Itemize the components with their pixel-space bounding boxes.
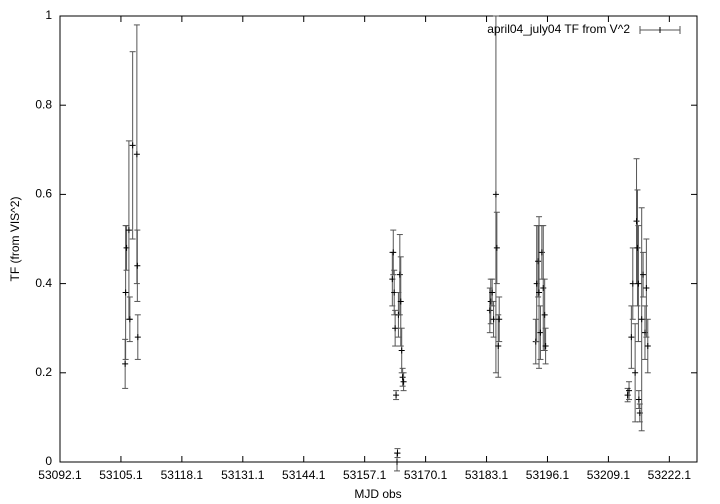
point: [399, 374, 406, 381]
point: [133, 151, 140, 158]
point: [129, 142, 136, 149]
point: [626, 387, 633, 394]
point: [638, 316, 645, 323]
point: [134, 334, 141, 341]
point: [496, 316, 503, 323]
point: [495, 343, 502, 350]
x-axis-label: MJD obs: [354, 487, 401, 501]
y-axis-label: TF (from VIS^2): [8, 197, 22, 282]
point: [393, 392, 400, 399]
point: [537, 329, 544, 336]
point: [398, 347, 405, 354]
point: [397, 298, 404, 305]
x-tick-label: 53144.1: [282, 468, 326, 482]
y-tick-label: 0: [45, 454, 52, 468]
point: [486, 307, 493, 314]
point: [126, 316, 133, 323]
y-tick-label: 0.8: [35, 97, 52, 111]
point: [624, 392, 631, 399]
point: [538, 249, 545, 256]
point: [489, 289, 496, 296]
y-tick-label: 1: [45, 8, 52, 22]
point: [122, 360, 129, 367]
point: [632, 369, 639, 376]
point: [492, 191, 499, 198]
x-tick-label: 53092.1: [38, 468, 82, 482]
point: [644, 343, 651, 350]
point: [541, 311, 548, 318]
point: [390, 249, 397, 256]
point: [125, 227, 132, 234]
x-tick-label: 53222.1: [648, 468, 692, 482]
x-tick-label: 53157.1: [343, 468, 387, 482]
x-tick-label: 53131.1: [221, 468, 265, 482]
point: [400, 378, 407, 385]
x-tick-label: 53196.1: [526, 468, 570, 482]
point: [396, 271, 403, 278]
point: [134, 262, 141, 269]
legend-label: april04_july04 TF from V^2: [487, 22, 630, 36]
point: [542, 343, 549, 350]
point: [493, 244, 500, 251]
y-tick-label: 0.4: [35, 276, 52, 290]
x-tick-label: 53170.1: [404, 468, 448, 482]
x-tick-label: 53183.1: [465, 468, 509, 482]
point: [635, 396, 642, 403]
x-tick-label: 53209.1: [587, 468, 631, 482]
point: [122, 289, 129, 296]
point: [535, 258, 542, 265]
point: [641, 329, 648, 336]
point: [394, 459, 401, 465]
point: [640, 271, 647, 278]
point: [643, 285, 650, 292]
point: [628, 334, 635, 341]
y-tick-label: 0.6: [35, 187, 52, 201]
point: [634, 244, 641, 251]
point: [633, 218, 640, 225]
point: [540, 285, 547, 292]
point: [392, 325, 399, 332]
plot-frame: [59, 15, 698, 463]
point: [536, 289, 543, 296]
y-tick-label: 0.2: [35, 365, 52, 379]
point: [394, 450, 401, 457]
x-tick-label: 53105.1: [99, 468, 143, 482]
x-tick-label: 53118.1: [161, 468, 204, 482]
point: [635, 280, 642, 287]
